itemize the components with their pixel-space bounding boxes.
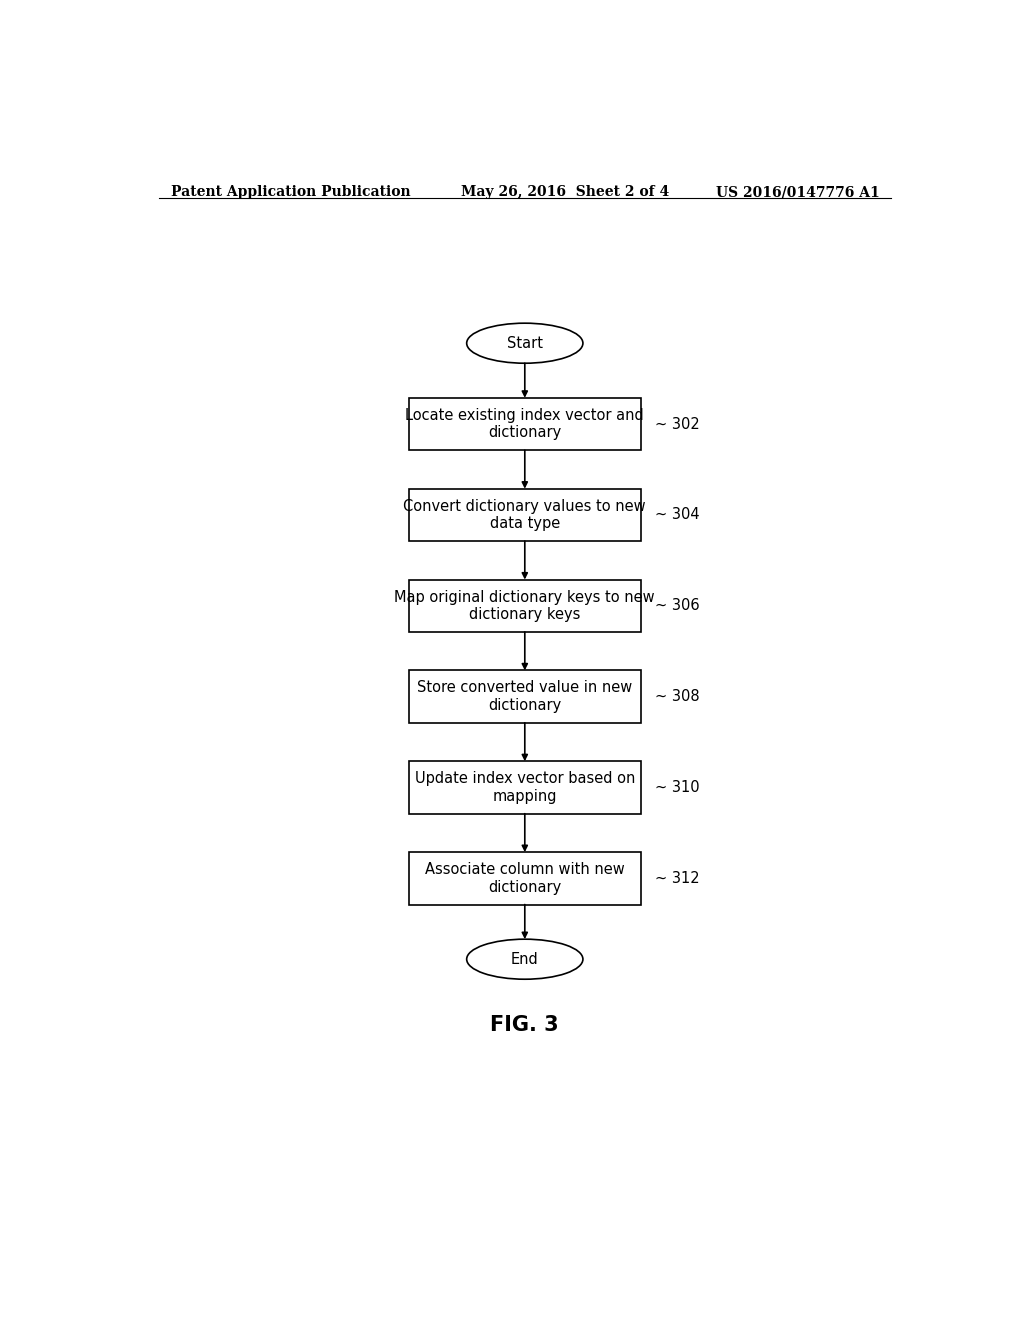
- Text: FIG. 3: FIG. 3: [490, 1015, 559, 1035]
- Ellipse shape: [467, 940, 583, 979]
- Text: Locate existing index vector and
dictionary: Locate existing index vector and diction…: [406, 408, 644, 441]
- Text: Convert dictionary values to new
data type: Convert dictionary values to new data ty…: [403, 499, 646, 531]
- Bar: [409, 853, 641, 904]
- Bar: [409, 397, 641, 450]
- Ellipse shape: [467, 323, 583, 363]
- Text: Patent Application Publication: Patent Application Publication: [171, 185, 411, 199]
- Text: US 2016/0147776 A1: US 2016/0147776 A1: [716, 185, 880, 199]
- Text: Associate column with new
dictionary: Associate column with new dictionary: [425, 862, 625, 895]
- Text: ~ 302: ~ 302: [655, 417, 699, 432]
- Text: Start: Start: [507, 335, 543, 351]
- Text: Update index vector based on
mapping: Update index vector based on mapping: [415, 771, 635, 804]
- Text: ~ 310: ~ 310: [655, 780, 699, 795]
- Text: ~ 304: ~ 304: [655, 507, 699, 523]
- Text: Map original dictionary keys to new
dictionary keys: Map original dictionary keys to new dict…: [394, 590, 655, 622]
- Text: ~ 306: ~ 306: [655, 598, 699, 614]
- Text: End: End: [511, 952, 539, 966]
- Bar: [409, 579, 641, 632]
- Text: ~ 308: ~ 308: [655, 689, 699, 704]
- Text: May 26, 2016  Sheet 2 of 4: May 26, 2016 Sheet 2 of 4: [461, 185, 670, 199]
- Text: Store converted value in new
dictionary: Store converted value in new dictionary: [417, 680, 633, 713]
- Bar: [409, 762, 641, 813]
- Bar: [409, 671, 641, 723]
- Text: ~ 312: ~ 312: [655, 871, 699, 886]
- Bar: [409, 488, 641, 541]
